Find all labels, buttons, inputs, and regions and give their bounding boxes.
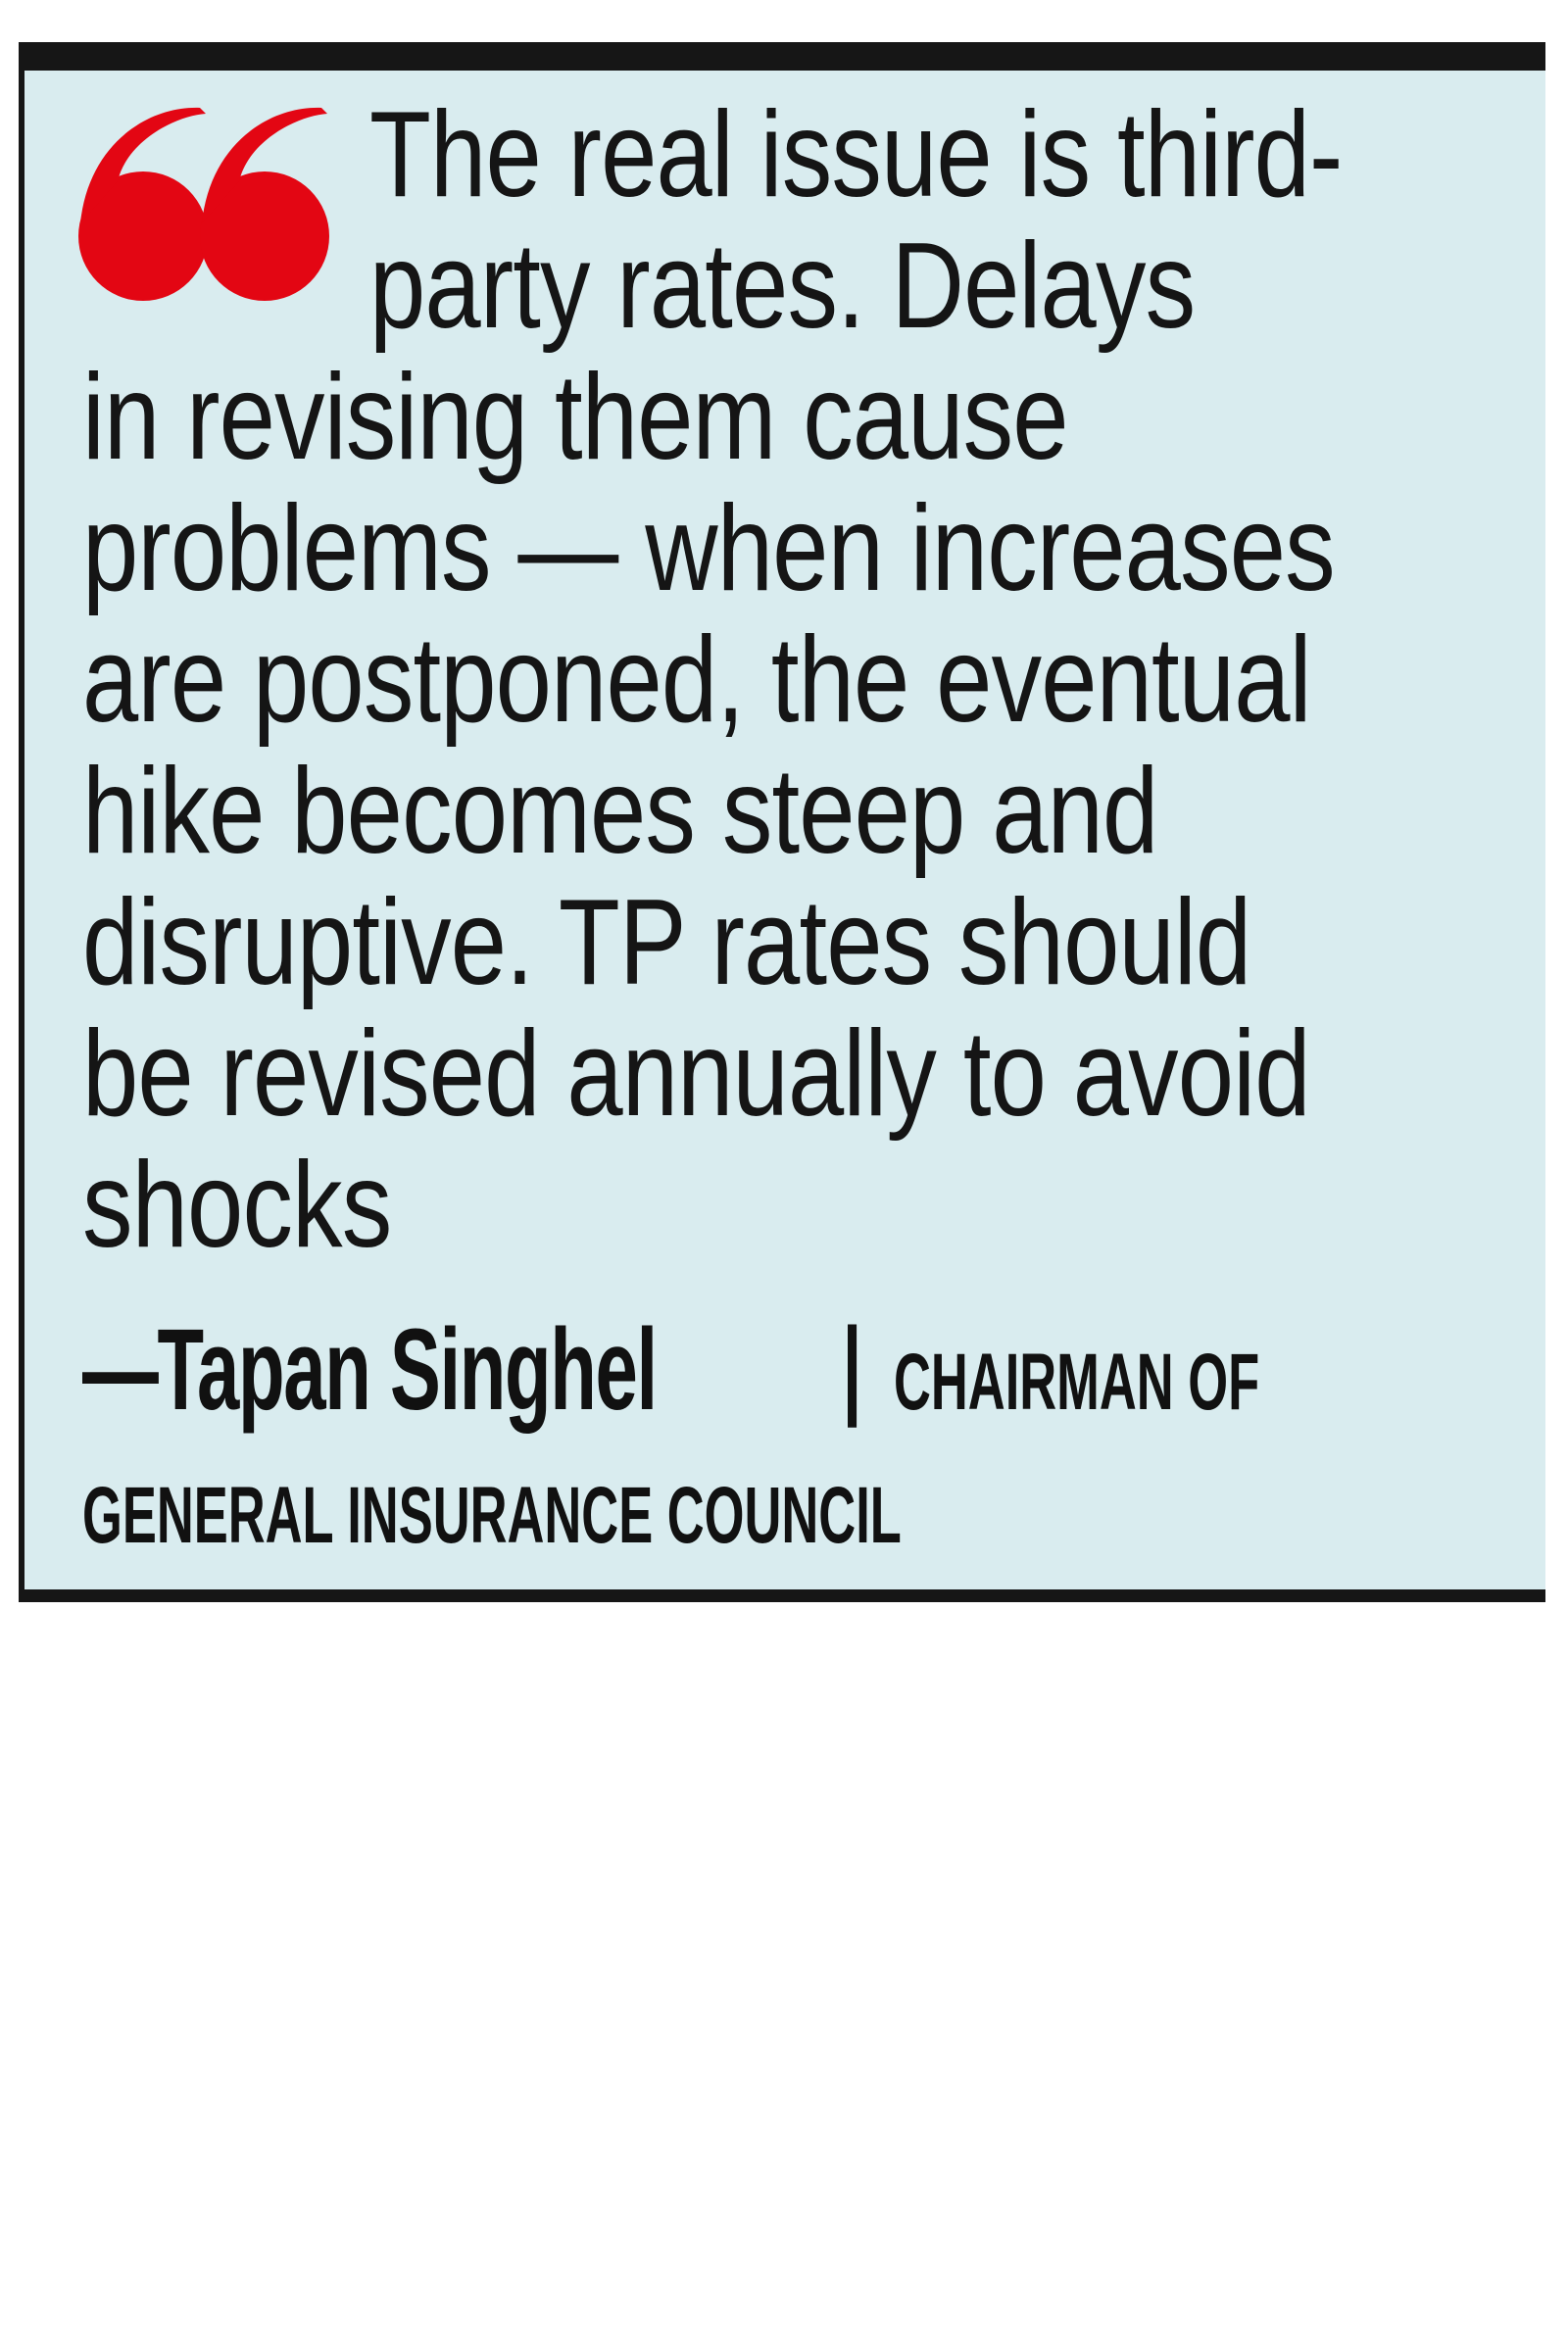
quote-line: are postponed, the eventual (82, 612, 1311, 748)
quote-line: disruptive. TP rates should (82, 875, 1251, 1010)
quote-line: shocks (82, 1138, 392, 1273)
quote-line: The real issue is third- (369, 87, 1343, 222)
quote-line: problems — when increases (82, 481, 1336, 616)
attribution-role: CHAIRMAN OF (894, 1338, 1260, 1427)
quote-line: hike becomes steep and (82, 744, 1158, 879)
attribution-name: —Tapan Singhel (82, 1305, 658, 1435)
quote-line: in revising them cause (82, 350, 1069, 485)
quote-line: be revised annually to avoid (82, 1006, 1310, 1142)
attribution-separator: | (838, 1305, 866, 1428)
quote-mark-icon (78, 107, 329, 301)
attribution-role: GENERAL INSURANCE COUNCIL (82, 1471, 902, 1560)
quote-box (19, 42, 1545, 1602)
quote-line: party rates. Delays (369, 219, 1196, 354)
